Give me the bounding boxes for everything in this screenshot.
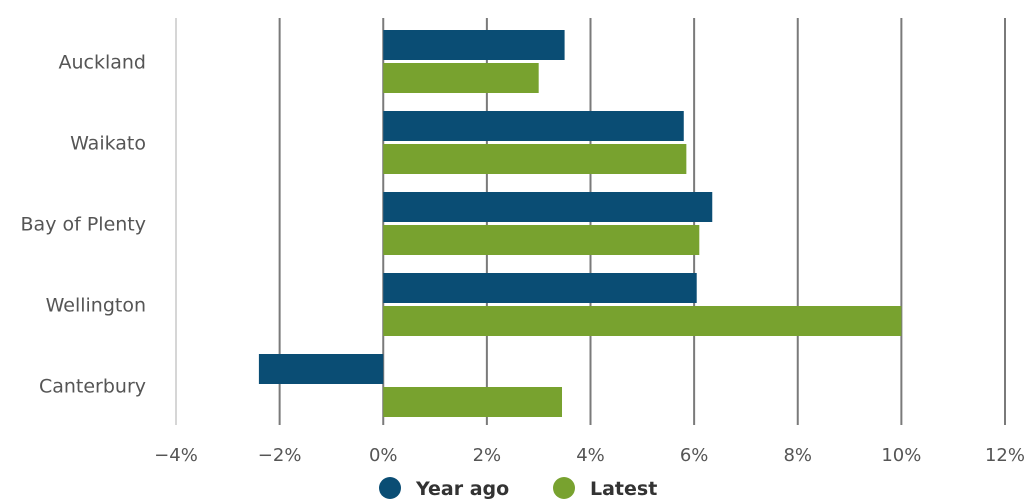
- bar-year-ago-waikato: [383, 111, 684, 141]
- category-label: Auckland: [58, 52, 146, 74]
- bars: [258, 30, 902, 417]
- bar-latest-auckland: [383, 63, 539, 93]
- bar-year-ago-bay-of-plenty: [383, 192, 713, 222]
- legend-marker-year-ago: [379, 477, 401, 499]
- x-tick-label: 12%: [985, 445, 1024, 466]
- bar-latest-waikato: [383, 144, 687, 174]
- category-label: Waikato: [70, 133, 146, 155]
- x-tick-label: 8%: [783, 445, 812, 466]
- x-tick-label: 2%: [473, 445, 502, 466]
- x-tick-label: 6%: [680, 445, 709, 466]
- legend-label: Latest: [590, 478, 657, 500]
- bar-year-ago-auckland: [383, 30, 565, 60]
- x-tick-label: 10%: [881, 445, 921, 466]
- legend-label: Year ago: [415, 478, 509, 500]
- category-label: Canterbury: [39, 376, 146, 398]
- category-label: Wellington: [46, 295, 146, 317]
- x-tick-label: −4%: [154, 445, 198, 466]
- bar-latest-wellington: [383, 306, 902, 336]
- category-labels: Auckland Waikato Bay of Plenty Wellington Ca…: [21, 52, 146, 398]
- bar-year-ago-wellington: [383, 273, 697, 303]
- category-label: Bay of Plenty: [21, 214, 146, 236]
- bar-latest-canterbury: [383, 387, 563, 417]
- x-tick-label: 0%: [369, 445, 398, 466]
- x-tick-label: −2%: [258, 445, 302, 466]
- x-tick-label: 4%: [576, 445, 605, 466]
- legend: Year ago Latest: [379, 477, 657, 500]
- legend-marker-latest: [553, 477, 575, 499]
- bar-year-ago-canterbury: [258, 354, 384, 384]
- x-tick-labels: −4% −2% 0% 2% 4% 6% 8% 10% 12%: [154, 445, 1024, 466]
- bar-latest-bay-of-plenty: [383, 225, 700, 255]
